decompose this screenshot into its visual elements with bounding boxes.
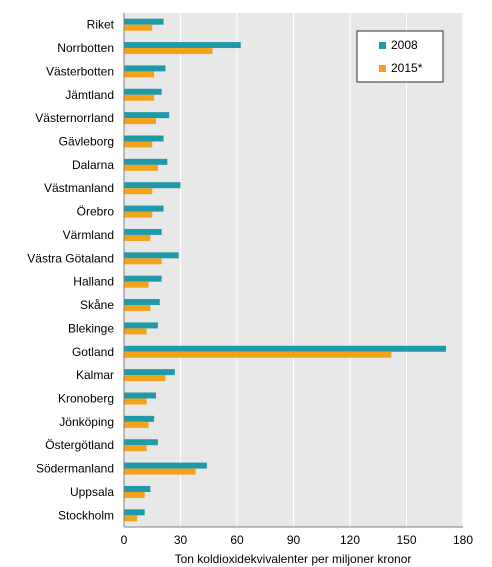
category-label: Jämtland [65, 88, 114, 102]
bar-series-2 [124, 118, 157, 125]
category-label: Värmland [63, 228, 114, 242]
category-label: Riket [87, 18, 115, 32]
legend-label: 2015* [391, 61, 423, 75]
bar-series-2 [124, 351, 392, 358]
bar-series-1 [124, 88, 162, 95]
bar-series-2 [124, 491, 145, 498]
bar-series-2 [124, 48, 213, 55]
bar-series-1 [124, 158, 168, 165]
bar-series-1 [124, 322, 158, 329]
category-label: Blekinge [68, 321, 114, 335]
category-label: Jönköping [59, 415, 114, 429]
category-label: Norrbotten [57, 41, 114, 55]
bar-series-1 [124, 182, 181, 189]
bar-series-2 [124, 515, 138, 522]
bar-series-2 [124, 164, 158, 171]
category-label: Västra Götaland [27, 251, 114, 265]
x-tick-label: 30 [174, 533, 188, 547]
category-label: Kalmar [76, 368, 114, 382]
bar-series-2 [124, 445, 147, 452]
bar-series-2 [124, 375, 166, 382]
x-tick-label: 180 [453, 533, 473, 547]
legend-box [356, 30, 444, 83]
x-tick-label: 90 [287, 533, 301, 547]
x-axis-title: Ton koldioxidekvivalenter per miljoner k… [175, 552, 412, 566]
bar-series-2 [124, 24, 153, 31]
bar-series-1 [124, 462, 207, 469]
category-labels: Riket Norrbotten Västerbotten Jämtland Väste… [27, 18, 114, 523]
bar-series-2 [124, 211, 153, 218]
bar-series-1 [124, 345, 447, 352]
bar-series-2 [124, 305, 151, 312]
bar-series-2 [124, 328, 147, 335]
grid-lines [180, 13, 464, 527]
bar-series-1 [124, 275, 162, 282]
bars-group [124, 18, 447, 522]
bar-series-2 [124, 258, 162, 265]
legend-swatch [379, 42, 386, 49]
category-label: Östergötland [45, 438, 114, 452]
category-label: Västmanland [44, 181, 114, 195]
category-label: Gotland [72, 345, 114, 359]
category-label: Stockholm [58, 508, 114, 522]
bar-series-2 [124, 421, 149, 428]
category-label: Västerbotten [46, 64, 114, 78]
bar-series-1 [124, 112, 170, 119]
category-label: Uppsala [70, 485, 114, 499]
x-tick-label: 0 [121, 533, 128, 547]
category-label: Dalarna [72, 158, 114, 172]
x-tick-labels: 0 30 60 90 120 150 180 [121, 533, 474, 547]
x-tick-label: 120 [340, 533, 360, 547]
category-label: Halland [73, 275, 114, 289]
bar-series-2 [124, 188, 153, 195]
bar-series-2 [124, 94, 155, 101]
bar-series-1 [124, 228, 162, 235]
bar-series-1 [124, 135, 164, 142]
bar-series-1 [124, 299, 160, 306]
bar-series-2 [124, 71, 155, 78]
category-label: Skåne [80, 298, 114, 312]
bar-series-2 [124, 234, 151, 241]
bar-series-1 [124, 415, 155, 422]
bar-series-1 [124, 439, 158, 446]
bar-series-1 [124, 509, 145, 516]
bar-series-1 [124, 369, 175, 376]
category-label: Västernorrland [35, 111, 114, 125]
legend-label: 2008 [391, 38, 418, 52]
x-tick-label: 150 [396, 533, 416, 547]
bar-series-2 [124, 281, 149, 288]
bar-series-1 [124, 485, 151, 492]
bar-series-2 [124, 141, 153, 148]
legend-swatch [379, 65, 386, 72]
category-label: Södermanland [36, 462, 114, 476]
bar-series-2 [124, 398, 147, 405]
category-label: Kronoberg [58, 392, 114, 406]
category-label: Gävleborg [59, 135, 114, 149]
bar-series-1 [124, 18, 164, 25]
bar-series-1 [124, 42, 241, 49]
bar-series-1 [124, 252, 179, 259]
bar-series-2 [124, 468, 196, 475]
x-tick-label: 60 [230, 533, 244, 547]
category-label: Örebro [77, 205, 115, 219]
bar-series-1 [124, 392, 157, 399]
bar-series-1 [124, 65, 166, 72]
bar-series-1 [124, 205, 164, 212]
legend: 2008 2015* [356, 30, 444, 83]
